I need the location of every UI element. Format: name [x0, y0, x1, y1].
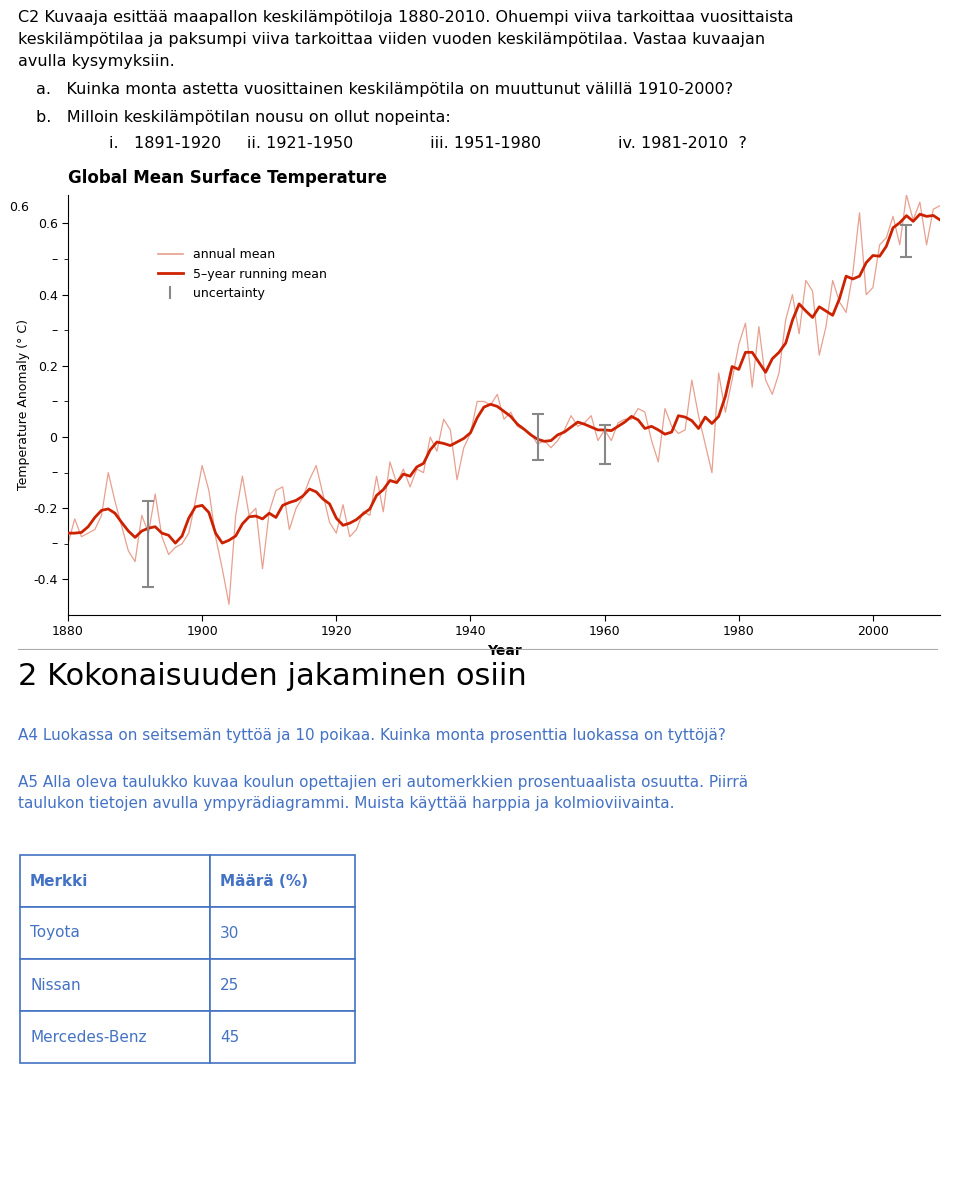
Text: b.   Milloin keskilämpötilan nousu on ollut nopeinta:: b. Milloin keskilämpötilan nousu on ollu… — [36, 110, 451, 125]
Text: keskilämpötilaa ja paksumpi viiva tarkoittaa viiden vuoden keskilämpötilaa. Vast: keskilämpötilaa ja paksumpi viiva tarkoi… — [18, 32, 765, 47]
Text: 25: 25 — [220, 978, 239, 993]
Text: –: – — [51, 324, 58, 337]
Text: 45: 45 — [220, 1030, 239, 1045]
Text: –: – — [51, 537, 58, 550]
Text: avulla kysymyksiin.: avulla kysymyksiin. — [18, 54, 175, 70]
Text: 2 Kokonaisuuden jakaminen osiin: 2 Kokonaisuuden jakaminen osiin — [18, 662, 527, 691]
Y-axis label: Temperature Anomaly (° C): Temperature Anomaly (° C) — [17, 319, 31, 490]
Text: C2 Kuvaaja esittää maapallon keskilämpötiloja 1880-2010. Ohuempi viiva tarkoitta: C2 Kuvaaja esittää maapallon keskilämpöt… — [18, 9, 794, 25]
Text: Toyota: Toyota — [30, 926, 80, 940]
Text: –: – — [51, 466, 58, 479]
Bar — [210, 907, 355, 959]
Legend: annual mean, 5–year running mean, uncertainty: annual mean, 5–year running mean, uncert… — [153, 243, 331, 305]
Text: –: – — [51, 395, 58, 408]
Text: 30: 30 — [220, 926, 239, 940]
Bar — [20, 1011, 210, 1063]
Text: Global Mean Surface Temperature: Global Mean Surface Temperature — [68, 168, 387, 186]
Text: Mercedes-Benz: Mercedes-Benz — [30, 1030, 147, 1045]
Bar — [20, 959, 210, 1011]
Bar — [210, 959, 355, 1011]
Text: 0.6: 0.6 — [9, 201, 29, 214]
Text: a.   Kuinka monta astetta vuosittainen keskilämpötila on muuttunut välillä 1910-: a. Kuinka monta astetta vuosittainen kes… — [36, 82, 733, 97]
Bar — [210, 1011, 355, 1063]
X-axis label: Year: Year — [487, 644, 521, 659]
Bar — [20, 855, 210, 907]
Text: A5 Alla oleva taulukko kuvaa koulun opettajien eri automerkkien prosentuaalista : A5 Alla oleva taulukko kuvaa koulun opet… — [18, 775, 748, 810]
Bar — [20, 907, 210, 959]
Text: Nissan: Nissan — [30, 978, 81, 993]
Text: –: – — [51, 252, 58, 265]
Bar — [210, 855, 355, 907]
Text: i.   1891-1920     ii. 1921-1950               iii. 1951-1980               iv. : i. 1891-1920 ii. 1921-1950 iii. 1951-198… — [68, 135, 747, 151]
Text: Merkki: Merkki — [30, 874, 88, 888]
Text: Määrä (%): Määrä (%) — [220, 874, 308, 888]
Text: A4 Luokassa on seitsemän tyttöä ja 10 poikaa. Kuinka monta prosenttia luokassa o: A4 Luokassa on seitsemän tyttöä ja 10 po… — [18, 728, 726, 743]
